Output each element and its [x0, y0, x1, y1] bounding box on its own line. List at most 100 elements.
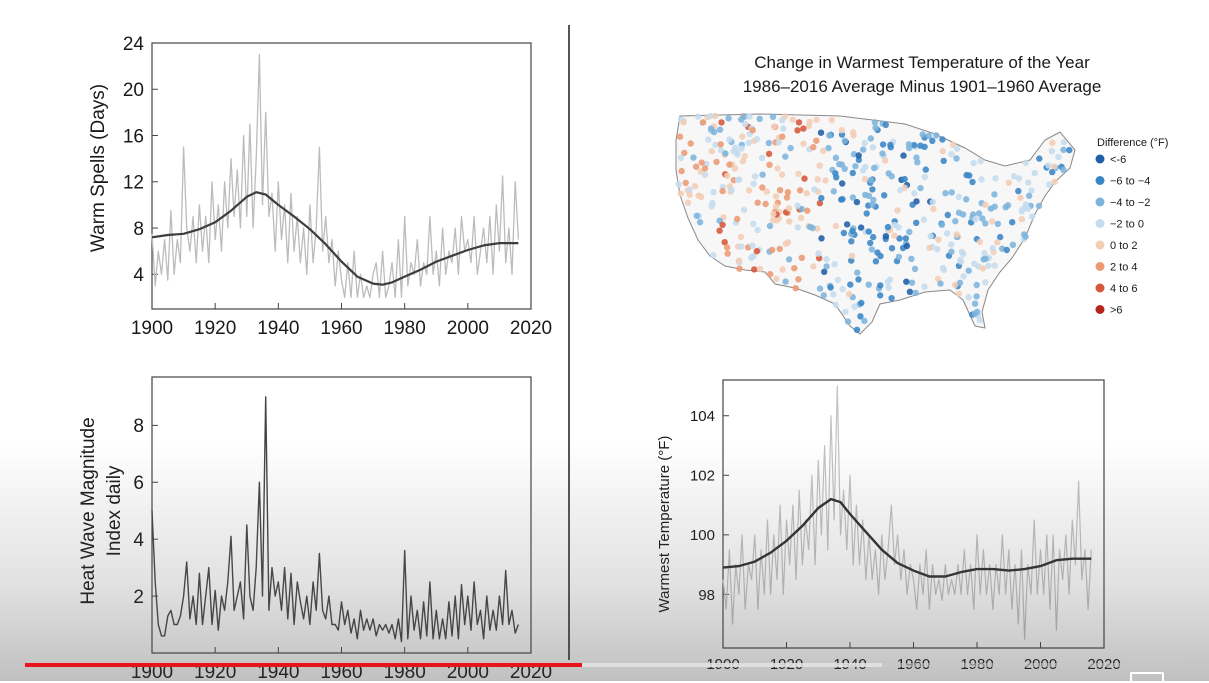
map-station-dot — [797, 214, 805, 222]
map-station-dot — [728, 186, 735, 194]
map-station-dot — [696, 219, 704, 226]
map-station-dot — [745, 187, 753, 194]
fullscreen-icon[interactable] — [1130, 672, 1164, 683]
map-station-dot — [765, 150, 773, 158]
warm-spells-y-tick-label: 16 — [123, 126, 144, 147]
map-station-dot — [861, 175, 869, 183]
map-station-dot — [1005, 179, 1012, 186]
map-station-dot — [1046, 181, 1053, 188]
map-station-dot — [852, 163, 859, 170]
map-station-dot — [818, 235, 825, 242]
map-station-dot — [982, 201, 989, 208]
warm-spells-x-tick-label: 1980 — [384, 318, 426, 339]
map-station-dot — [816, 285, 824, 292]
legend-label: >6 — [1110, 305, 1123, 317]
map-station-dot — [908, 279, 916, 286]
map-station-dot — [882, 157, 889, 164]
map-station-dot — [944, 211, 951, 219]
warm-spells-x-tick-label: 1900 — [131, 318, 173, 339]
map-station-dot — [979, 215, 986, 222]
map-station-dot — [701, 165, 709, 172]
map-station-dot — [803, 190, 810, 197]
heat-wave-y-tick-label: 4 — [133, 530, 144, 551]
map-station-dot — [921, 283, 928, 290]
map-station-dot — [997, 233, 1004, 241]
map-station-dot — [763, 188, 770, 195]
map-station-dot — [822, 177, 829, 184]
warm-spells-y-tick-label: 24 — [123, 34, 145, 55]
map-station-dot — [951, 281, 959, 289]
map-station-dot — [713, 158, 720, 166]
map-station-dot — [897, 186, 904, 194]
map-station-dot — [979, 265, 987, 272]
map-station-dot — [934, 246, 941, 253]
map-station-dot — [982, 279, 989, 286]
video-progress-bar[interactable] — [25, 663, 1185, 667]
map-station-dot — [770, 123, 778, 130]
map-station-dot — [888, 245, 896, 252]
map-station-dot — [789, 116, 796, 123]
warm-spells-x-tick-label: 2000 — [447, 318, 489, 339]
map-station-dot — [779, 266, 786, 273]
map-station-dot — [956, 279, 964, 286]
map-station-dot — [769, 113, 777, 121]
map-station-dot — [853, 198, 861, 206]
warm-spells-smoothed-line — [151, 191, 519, 286]
map-station-dot — [754, 226, 761, 234]
map-station-dot — [900, 152, 907, 159]
map-station-dot — [707, 112, 714, 120]
map-station-dot — [792, 285, 799, 292]
map-station-dot — [862, 191, 869, 199]
warmest-temp-y-tick-label: 104 — [690, 408, 715, 425]
map-station-dot — [867, 239, 874, 247]
map-station-dot — [1017, 194, 1024, 201]
map-station-dot — [1060, 146, 1067, 153]
map-station-dot — [877, 252, 884, 260]
map-station-dot — [1035, 202, 1043, 210]
map-station-dot — [929, 198, 936, 206]
play-controls[interactable] — [40, 672, 150, 681]
map-station-dot — [991, 262, 998, 269]
map-station-dot — [940, 157, 947, 165]
map-station-dot — [912, 289, 919, 297]
map-station-dot — [749, 242, 756, 249]
map-station-dot — [887, 141, 894, 149]
map-station-dot — [772, 203, 780, 210]
map-station-dot — [963, 171, 970, 179]
map-station-dot — [708, 148, 715, 155]
map-station-dot — [963, 196, 970, 203]
map-station-dot — [766, 222, 774, 230]
map-station-dot — [859, 167, 867, 174]
map-station-dot — [845, 290, 853, 298]
map-legend: <-6 −6 to −4 −4 to −2 −2 to 0 0 to 2 2 to 4 4 … — [1095, 154, 1150, 317]
map-station-dot — [1048, 148, 1056, 155]
map-station-dot — [877, 292, 884, 299]
map-station-dot — [775, 139, 782, 146]
map-station-dot — [782, 153, 789, 160]
heat-wave-y-tick-label: 6 — [133, 473, 144, 494]
map-station-dot — [850, 129, 857, 136]
map-station-dot — [976, 238, 984, 246]
map-station-dot — [708, 203, 715, 210]
map-station-dot — [853, 326, 861, 333]
map-station-dot — [1045, 162, 1052, 169]
map-station-dot — [745, 139, 752, 147]
map-station-dot — [735, 176, 743, 183]
map-station-dot — [795, 276, 802, 283]
map-station-dot — [754, 199, 761, 206]
map-station-dot — [735, 257, 743, 264]
map-station-dot — [736, 265, 743, 272]
map-station-dot — [814, 225, 821, 232]
warm-spells-ticks: 1900 1920 1940 1960 1980 2000 2020 4 8 12 16 20 24 — [123, 34, 552, 339]
map-station-dot — [832, 170, 839, 177]
map-station-dot — [785, 256, 793, 263]
map-station-dot — [776, 245, 783, 253]
map-station-dot — [1025, 179, 1032, 186]
map-station-dot — [776, 187, 784, 194]
map-station-dot — [858, 299, 865, 307]
map-station-dot — [871, 164, 878, 172]
warm-spells-annual-line — [151, 53, 520, 299]
map-station-dot — [753, 136, 761, 143]
map-station-dot — [746, 113, 753, 120]
map-station-dot — [957, 256, 964, 264]
